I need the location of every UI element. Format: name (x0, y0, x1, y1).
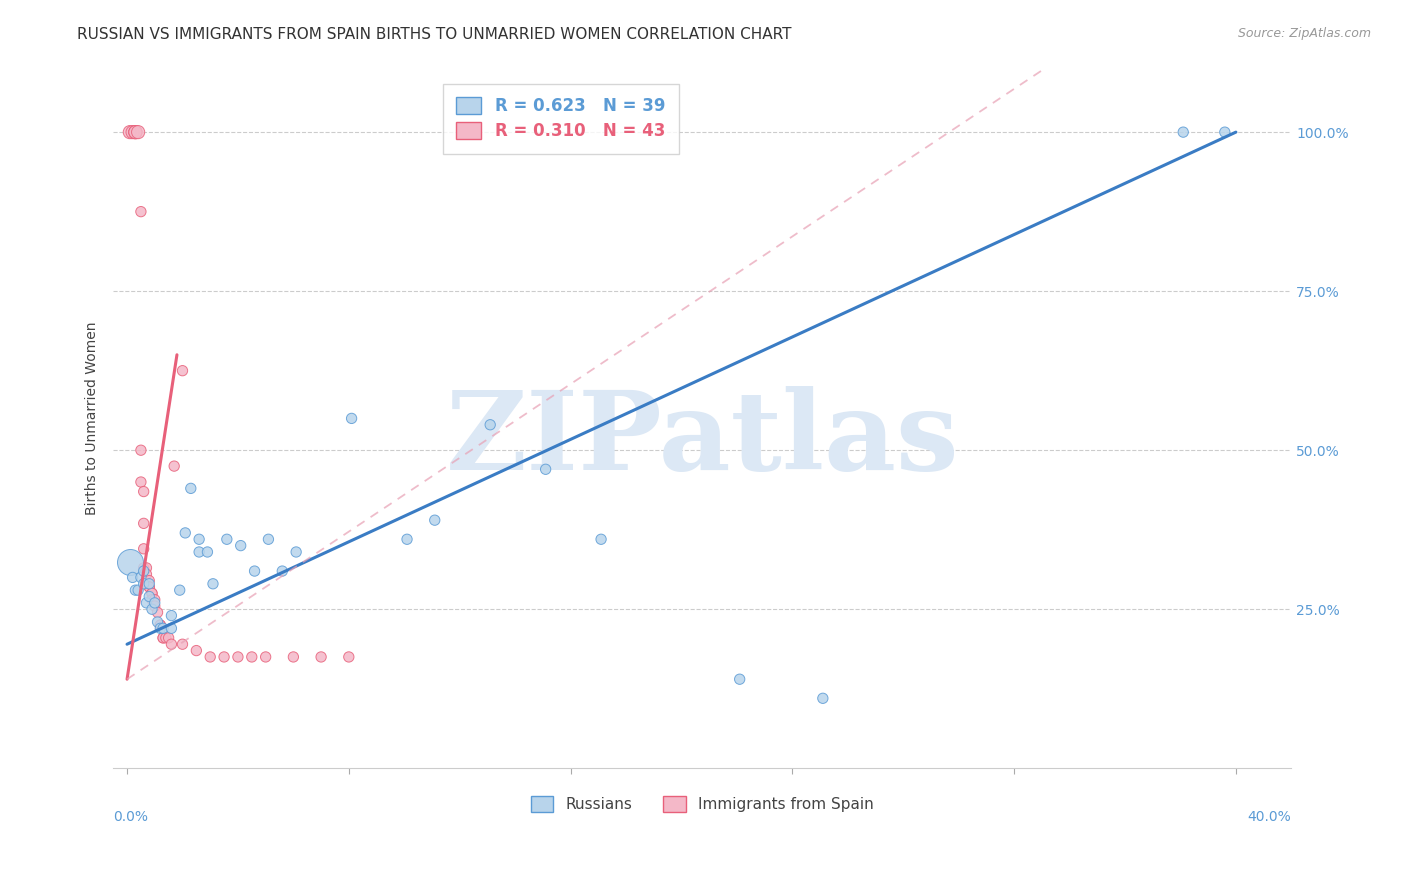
Point (132, 541, 155, 556)
Legend: Russians, Immigrants from Spain: Russians, Immigrants from Spain (523, 789, 882, 820)
Point (423, 513, 446, 527)
Point (135, 567, 157, 582)
Point (149, 618, 172, 632)
Point (149, 618, 172, 632)
Point (1213, 125, 1236, 139)
Point (309, 649, 332, 664)
Point (188, 545, 211, 559)
Point (591, 533, 613, 547)
Text: Source: ZipAtlas.com: Source: ZipAtlas.com (1237, 27, 1371, 40)
Point (127, 125, 149, 139)
Point (479, 417, 502, 432)
Point (132, 516, 155, 531)
Point (197, 545, 219, 559)
Point (146, 615, 169, 629)
Point (254, 649, 277, 664)
Text: ZIPatlas: ZIPatlas (446, 386, 959, 493)
Point (143, 592, 166, 607)
Point (229, 539, 252, 553)
Point (138, 580, 160, 594)
Point (155, 631, 177, 645)
Point (283, 649, 305, 664)
Point (138, 580, 160, 594)
Point (149, 621, 172, 635)
Y-axis label: Births to Unmarried Women: Births to Unmarried Women (86, 322, 100, 516)
Text: 40.0%: 40.0% (1247, 810, 1291, 824)
Point (141, 586, 163, 600)
Point (395, 533, 418, 547)
Point (240, 649, 263, 664)
Point (728, 672, 751, 686)
Point (180, 481, 202, 495)
Point (143, 596, 166, 610)
Point (135, 561, 157, 575)
Point (121, 570, 143, 584)
Point (188, 533, 211, 547)
Point (132, 576, 155, 591)
Text: RUSSIAN VS IMMIGRANTS FROM SPAIN BIRTHS TO UNMARRIED WOMEN CORRELATION CHART: RUSSIAN VS IMMIGRANTS FROM SPAIN BIRTHS … (77, 27, 792, 42)
Point (152, 631, 174, 645)
Point (1173, 125, 1195, 139)
Point (138, 576, 160, 591)
Point (124, 125, 146, 139)
Point (135, 596, 157, 610)
Point (129, 443, 152, 458)
Point (132, 484, 155, 499)
Point (141, 586, 163, 600)
Point (124, 125, 146, 139)
Point (132, 561, 155, 575)
Point (169, 583, 191, 598)
Point (141, 602, 163, 616)
Point (215, 533, 238, 547)
Point (257, 533, 280, 547)
Point (271, 564, 294, 578)
Point (127, 583, 149, 598)
Point (143, 599, 166, 613)
Point (129, 570, 152, 584)
Point (152, 621, 174, 635)
Point (121, 125, 143, 139)
Text: 0.0%: 0.0% (114, 810, 148, 824)
Point (118, 125, 141, 139)
Point (337, 649, 360, 664)
Point (141, 592, 163, 607)
Point (118, 555, 141, 569)
Point (200, 649, 222, 664)
Point (172, 364, 194, 378)
Point (811, 691, 834, 706)
Point (160, 637, 183, 651)
Point (129, 475, 152, 489)
Point (174, 525, 197, 540)
Point (163, 459, 186, 474)
Point (160, 608, 183, 623)
Point (157, 631, 180, 645)
Point (146, 606, 169, 620)
Point (124, 583, 146, 598)
Point (226, 649, 249, 664)
Point (129, 204, 152, 219)
Point (186, 643, 208, 657)
Point (132, 564, 155, 578)
Point (243, 564, 266, 578)
Point (285, 545, 308, 559)
Point (138, 590, 160, 604)
Point (160, 621, 183, 635)
Point (124, 125, 146, 139)
Point (201, 576, 224, 591)
Point (152, 631, 174, 645)
Point (340, 411, 363, 425)
Point (172, 637, 194, 651)
Point (534, 462, 557, 476)
Point (138, 574, 160, 588)
Point (212, 649, 235, 664)
